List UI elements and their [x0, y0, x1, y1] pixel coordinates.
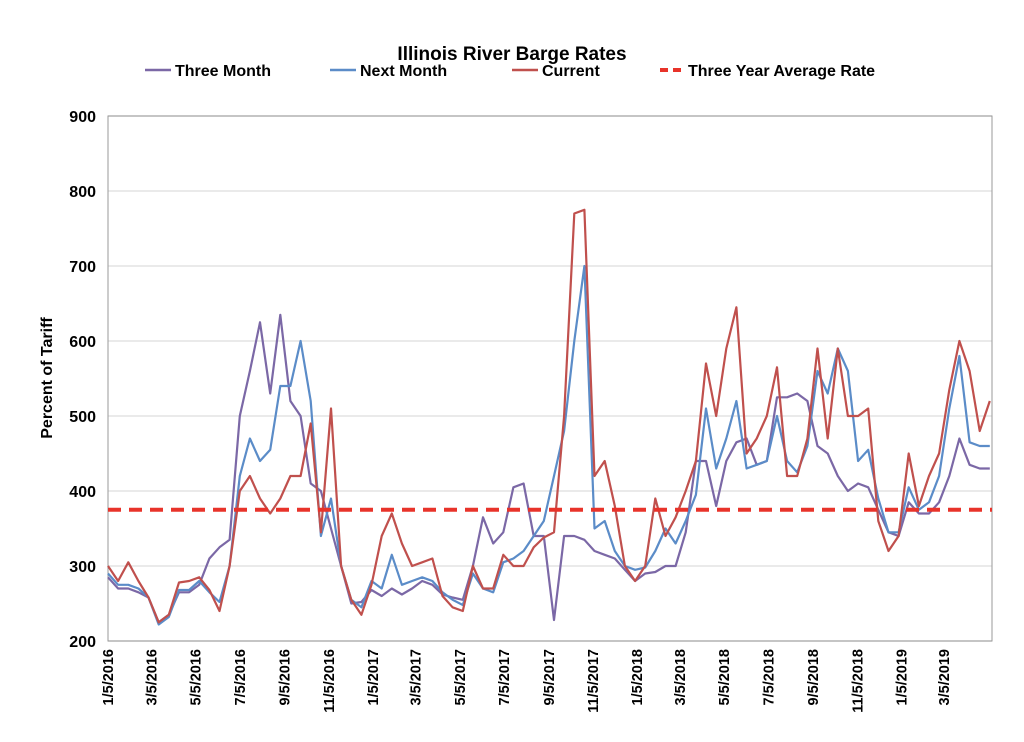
chart-title: Illinois River Barge Rates — [397, 44, 626, 65]
legend-label: Current — [542, 63, 600, 80]
x-tick-label: 11/5/2017 — [586, 649, 602, 713]
legend-label: Three Month — [175, 63, 271, 80]
series-line-next-month — [107, 264, 990, 626]
x-tick-label: 5/5/2018 — [717, 649, 733, 705]
y-axis-label: Percent of Tariff — [39, 317, 56, 439]
x-tick-label: 7/5/2017 — [497, 649, 513, 705]
x-tick-label: 11/5/2018 — [850, 649, 866, 713]
x-tick-label: 5/5/2016 — [189, 649, 205, 705]
series-line-three-month — [107, 313, 990, 624]
x-tick-label: 11/5/2016 — [322, 649, 338, 713]
legend-label: Three Year Average Rate — [688, 63, 875, 80]
x-tick-label: 3/5/2017 — [409, 649, 425, 705]
legend-label: Next Month — [360, 63, 447, 80]
x-tick-label: 1/5/2016 — [101, 649, 117, 705]
y-tick-label: 800 — [69, 184, 96, 201]
x-tick-label: 7/5/2018 — [761, 649, 777, 705]
y-tick-label: 700 — [69, 259, 96, 276]
y-tick-label: 400 — [69, 484, 96, 501]
y-tick-label: 600 — [69, 334, 96, 351]
x-tick-label: 5/5/2017 — [453, 649, 469, 705]
x-tick-label: 3/5/2016 — [144, 649, 160, 705]
x-tick-label: 3/5/2019 — [937, 649, 953, 705]
x-tick-label: 1/5/2018 — [630, 649, 646, 705]
plot-area-frame — [107, 115, 993, 642]
y-tick-label: 500 — [69, 409, 96, 426]
series-group — [107, 208, 992, 626]
y-axis: 200 300 400 500 600 700 800 900 — [69, 109, 96, 651]
x-tick-label: 1/5/2017 — [366, 649, 382, 705]
x-axis: 1/5/2016 3/5/2016 5/5/2016 7/5/2016 9/5/2016… — [101, 649, 953, 713]
x-tick-label: 1/5/2019 — [895, 649, 911, 705]
x-tick-label: 9/5/2017 — [542, 649, 558, 705]
y-tick-label: 200 — [69, 634, 96, 651]
y-tick-label: 900 — [69, 109, 96, 126]
legend: Three Month Next Month Current Three Year A… — [145, 63, 875, 80]
y-tick-label: 300 — [69, 559, 96, 576]
x-tick-label: 3/5/2018 — [673, 649, 689, 705]
x-tick-label: 9/5/2016 — [278, 649, 294, 705]
series-line-current — [107, 208, 991, 624]
gridlines — [108, 115, 992, 642]
x-tick-label: 7/5/2016 — [233, 649, 249, 705]
x-tick-label: 9/5/2018 — [806, 649, 822, 705]
